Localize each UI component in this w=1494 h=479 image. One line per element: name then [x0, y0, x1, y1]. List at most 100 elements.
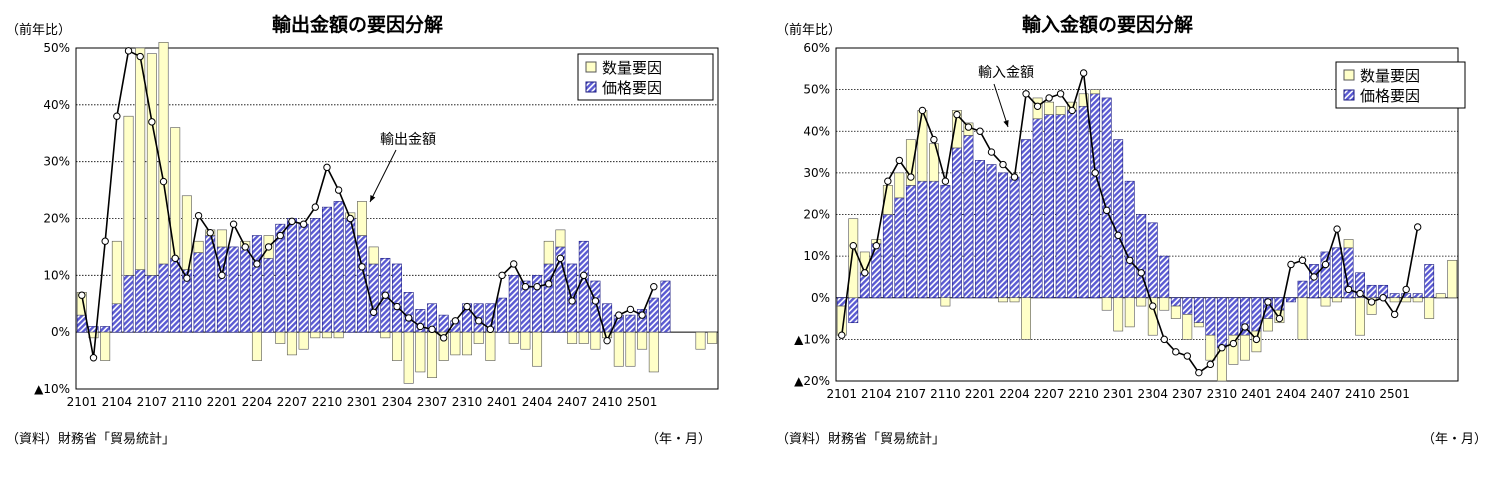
total-point [299, 220, 308, 228]
x-tick-label: 2404 [522, 395, 553, 409]
price-factor-bar [111, 303, 122, 333]
price-factor-bar [1021, 139, 1031, 299]
price-factor-bar [986, 164, 997, 299]
total-point [1183, 352, 1192, 360]
volume-factor-bar [123, 115, 134, 276]
price-factor-bar [1332, 247, 1342, 299]
price-factor-bar [1090, 93, 1101, 299]
total-point [1172, 348, 1180, 356]
total-point [1206, 360, 1215, 369]
total-point [953, 110, 961, 119]
volume-factor-bar [333, 331, 344, 339]
total-point [510, 260, 518, 268]
price-factor-bar [1009, 176, 1020, 299]
x-tick-label: 2204 [242, 395, 273, 409]
import-period-label: （年・月） [1422, 432, 1488, 447]
volume-factor-bar [403, 331, 414, 384]
price-factor-bar [1412, 293, 1423, 299]
y-tick-label: 60% [803, 41, 830, 55]
total-point [1252, 335, 1261, 344]
x-tick-label: 2207 [277, 395, 308, 409]
volume-factor-bar [905, 139, 916, 186]
x-tick-label: 2410 [1345, 387, 1376, 401]
total-point [918, 106, 927, 115]
volume-factor-bar [427, 331, 437, 378]
total-point [1102, 206, 1111, 215]
total-point [1287, 260, 1295, 269]
total-point [1298, 256, 1307, 264]
x-tick-label: 2204 [999, 387, 1030, 401]
total-point [964, 123, 973, 131]
total-point [838, 331, 846, 339]
total-point [229, 220, 238, 228]
volume-factor-bar [438, 331, 449, 361]
y-tick-label: 0% [811, 291, 830, 305]
volume-factor-bar [1435, 293, 1446, 299]
volume-factor-bar [894, 172, 905, 199]
total-point [872, 242, 881, 250]
total-point [358, 263, 366, 271]
y-tick-label: 30% [803, 166, 830, 180]
annotation-arrowhead [1003, 120, 1009, 127]
volume-factor-bar [543, 240, 554, 265]
total-point [218, 271, 226, 280]
total-point [1126, 256, 1134, 264]
price-factor-bar [1205, 297, 1216, 336]
total-point [1010, 173, 1019, 181]
price-factor-bar [905, 185, 916, 299]
total-point [463, 302, 471, 311]
price-factor-bar [403, 292, 414, 333]
x-tick-label: 2101 [826, 387, 857, 401]
price-factor-bar [998, 172, 1008, 299]
price-factor-bar [100, 326, 111, 333]
total-point [241, 243, 249, 251]
total-point [311, 203, 319, 211]
volume-factor-bar [940, 297, 951, 307]
import-chart-panel: 輸入金額の要因分解 （前年比） ▲20% ▲10% 0% 10% 20% 30% 40% 50… [760, 0, 1494, 479]
total-point [276, 231, 284, 240]
total-point [113, 112, 121, 120]
total-point [556, 254, 565, 262]
price-factor-bar [193, 252, 204, 333]
total-point [1321, 260, 1330, 269]
total-point [206, 229, 214, 237]
volume-factor-bar [707, 331, 718, 344]
volume-factor-bar [1009, 297, 1020, 303]
price-factor-bar [1251, 297, 1262, 332]
price-factor-bar [1055, 114, 1066, 299]
volume-factor-bar [1297, 297, 1308, 340]
total-point [288, 217, 296, 226]
volume-factor-bar [193, 240, 204, 253]
import-chart-title: 輸入金額の要因分解 [1022, 14, 1194, 36]
x-tick-label: 2210 [1068, 387, 1099, 401]
total-point [124, 47, 133, 55]
volume-factor-bar [181, 195, 192, 270]
price-factor-bar [1193, 297, 1204, 324]
price-factor-bar [286, 218, 297, 333]
total-point [521, 283, 530, 291]
total-point [253, 260, 261, 268]
total-point [498, 271, 506, 280]
price-factor-bar [578, 240, 589, 333]
total-point [369, 308, 378, 316]
price-factor-bar [648, 297, 659, 333]
volume-factor-bar [1401, 297, 1412, 303]
total-point [451, 317, 460, 325]
price-factor-bar [1216, 297, 1227, 349]
export-period-label: （年・月） [646, 432, 712, 447]
export-chart: ▲10% 0% 10% 20% 30% 40% 50% 2101 2104 2107 2110 220… [34, 41, 719, 409]
import-chart: ▲20% ▲10% 0% 10% 20% 30% 40% 50% 60% 2101 2104 2107… [794, 41, 1466, 401]
x-tick-label: 2310 [452, 395, 483, 409]
price-factor-bar [1320, 251, 1331, 299]
price-factor-bar [135, 269, 146, 333]
total-point [533, 283, 541, 291]
price-factor-bar [438, 314, 449, 333]
price-factor-bar [882, 214, 893, 299]
price-factor-bar [275, 223, 286, 333]
volume-factor-bar [415, 331, 426, 373]
total-point [1275, 314, 1284, 323]
total-point [626, 305, 635, 314]
total-point [323, 163, 331, 172]
series-annotation: 輸出金額 [380, 132, 436, 148]
volume-factor-bar [520, 331, 531, 350]
